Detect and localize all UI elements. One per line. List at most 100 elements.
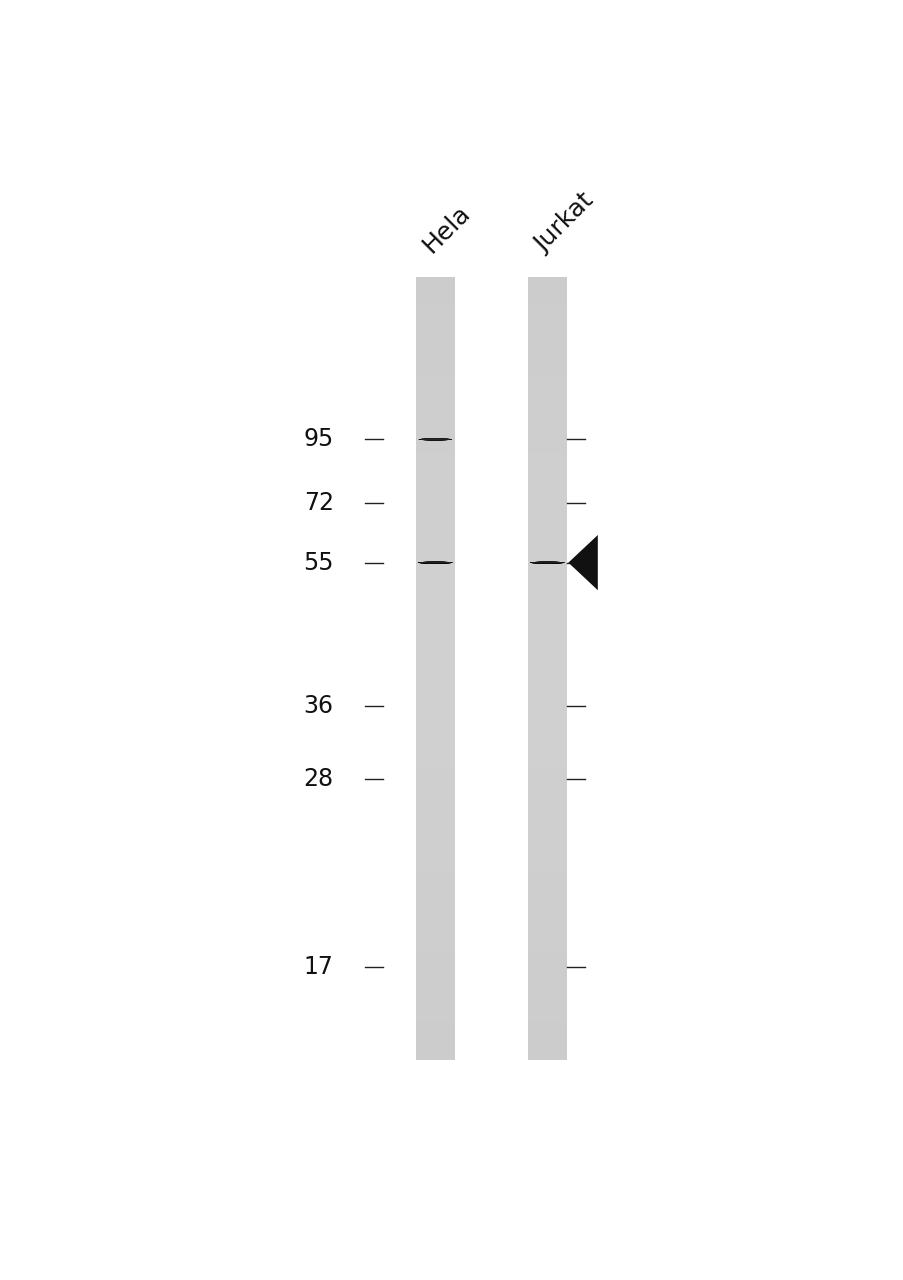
Bar: [415, 571, 454, 580]
Ellipse shape: [419, 439, 451, 440]
Bar: [527, 767, 566, 776]
Ellipse shape: [420, 439, 450, 440]
Bar: [527, 1021, 566, 1030]
Bar: [527, 698, 566, 708]
Bar: [527, 404, 566, 413]
Bar: [415, 306, 454, 316]
Ellipse shape: [532, 562, 562, 563]
Bar: [415, 904, 454, 914]
Text: 72: 72: [303, 492, 333, 516]
Bar: [527, 287, 566, 297]
Bar: [415, 815, 454, 826]
Bar: [527, 933, 566, 943]
Bar: [415, 316, 454, 326]
Bar: [415, 737, 454, 748]
Bar: [415, 404, 454, 413]
Bar: [527, 541, 566, 552]
Bar: [527, 874, 566, 884]
Ellipse shape: [532, 562, 562, 563]
Bar: [527, 1011, 566, 1021]
Ellipse shape: [419, 439, 451, 440]
Bar: [415, 835, 454, 845]
Ellipse shape: [531, 562, 563, 563]
Bar: [527, 982, 566, 992]
Bar: [527, 864, 566, 874]
Bar: [527, 522, 566, 531]
Ellipse shape: [420, 562, 450, 563]
Ellipse shape: [420, 562, 450, 563]
Bar: [415, 561, 454, 571]
Ellipse shape: [419, 439, 451, 440]
Ellipse shape: [419, 562, 451, 563]
Bar: [415, 326, 454, 335]
Bar: [415, 952, 454, 963]
Ellipse shape: [529, 562, 564, 563]
Bar: [527, 306, 566, 316]
Ellipse shape: [420, 439, 450, 440]
Bar: [527, 434, 566, 443]
Bar: [415, 1021, 454, 1030]
Bar: [527, 689, 566, 698]
Bar: [527, 668, 566, 678]
Bar: [415, 893, 454, 904]
Ellipse shape: [420, 439, 450, 440]
Text: Jurkat: Jurkat: [530, 188, 598, 257]
Bar: [527, 884, 566, 893]
Ellipse shape: [418, 439, 452, 440]
Ellipse shape: [530, 562, 563, 563]
Bar: [527, 276, 566, 287]
Bar: [527, 659, 566, 668]
Bar: [415, 748, 454, 756]
Bar: [527, 923, 566, 933]
Bar: [527, 1001, 566, 1011]
Bar: [527, 443, 566, 453]
Bar: [527, 375, 566, 384]
Bar: [415, 1051, 454, 1060]
Bar: [415, 600, 454, 609]
Polygon shape: [568, 535, 597, 590]
Bar: [527, 297, 566, 306]
Bar: [415, 649, 454, 659]
Bar: [527, 355, 566, 365]
Ellipse shape: [420, 439, 450, 440]
Bar: [415, 346, 454, 355]
Bar: [415, 434, 454, 443]
Ellipse shape: [420, 439, 450, 440]
Ellipse shape: [420, 439, 450, 440]
Bar: [415, 756, 454, 767]
Bar: [415, 541, 454, 552]
Ellipse shape: [419, 562, 451, 563]
Ellipse shape: [418, 439, 452, 440]
Bar: [415, 805, 454, 815]
Ellipse shape: [418, 439, 452, 440]
Bar: [527, 678, 566, 689]
Bar: [415, 874, 454, 884]
Ellipse shape: [419, 562, 451, 563]
Bar: [527, 727, 566, 737]
Ellipse shape: [418, 562, 452, 563]
Bar: [415, 963, 454, 973]
Text: Hela: Hela: [418, 200, 475, 257]
Bar: [527, 1041, 566, 1051]
Bar: [527, 493, 566, 502]
Bar: [527, 531, 566, 541]
Bar: [527, 552, 566, 561]
Bar: [415, 914, 454, 923]
Bar: [415, 375, 454, 384]
Ellipse shape: [418, 562, 452, 563]
Ellipse shape: [532, 562, 562, 563]
Ellipse shape: [419, 439, 451, 440]
Bar: [415, 718, 454, 727]
Ellipse shape: [529, 562, 564, 563]
Ellipse shape: [419, 562, 451, 563]
Bar: [527, 512, 566, 522]
Ellipse shape: [419, 439, 451, 440]
Ellipse shape: [530, 562, 563, 563]
Ellipse shape: [529, 562, 564, 563]
Bar: [527, 992, 566, 1001]
Bar: [415, 335, 454, 346]
Bar: [415, 727, 454, 737]
Ellipse shape: [530, 562, 563, 563]
Bar: [527, 776, 566, 786]
Bar: [415, 786, 454, 796]
